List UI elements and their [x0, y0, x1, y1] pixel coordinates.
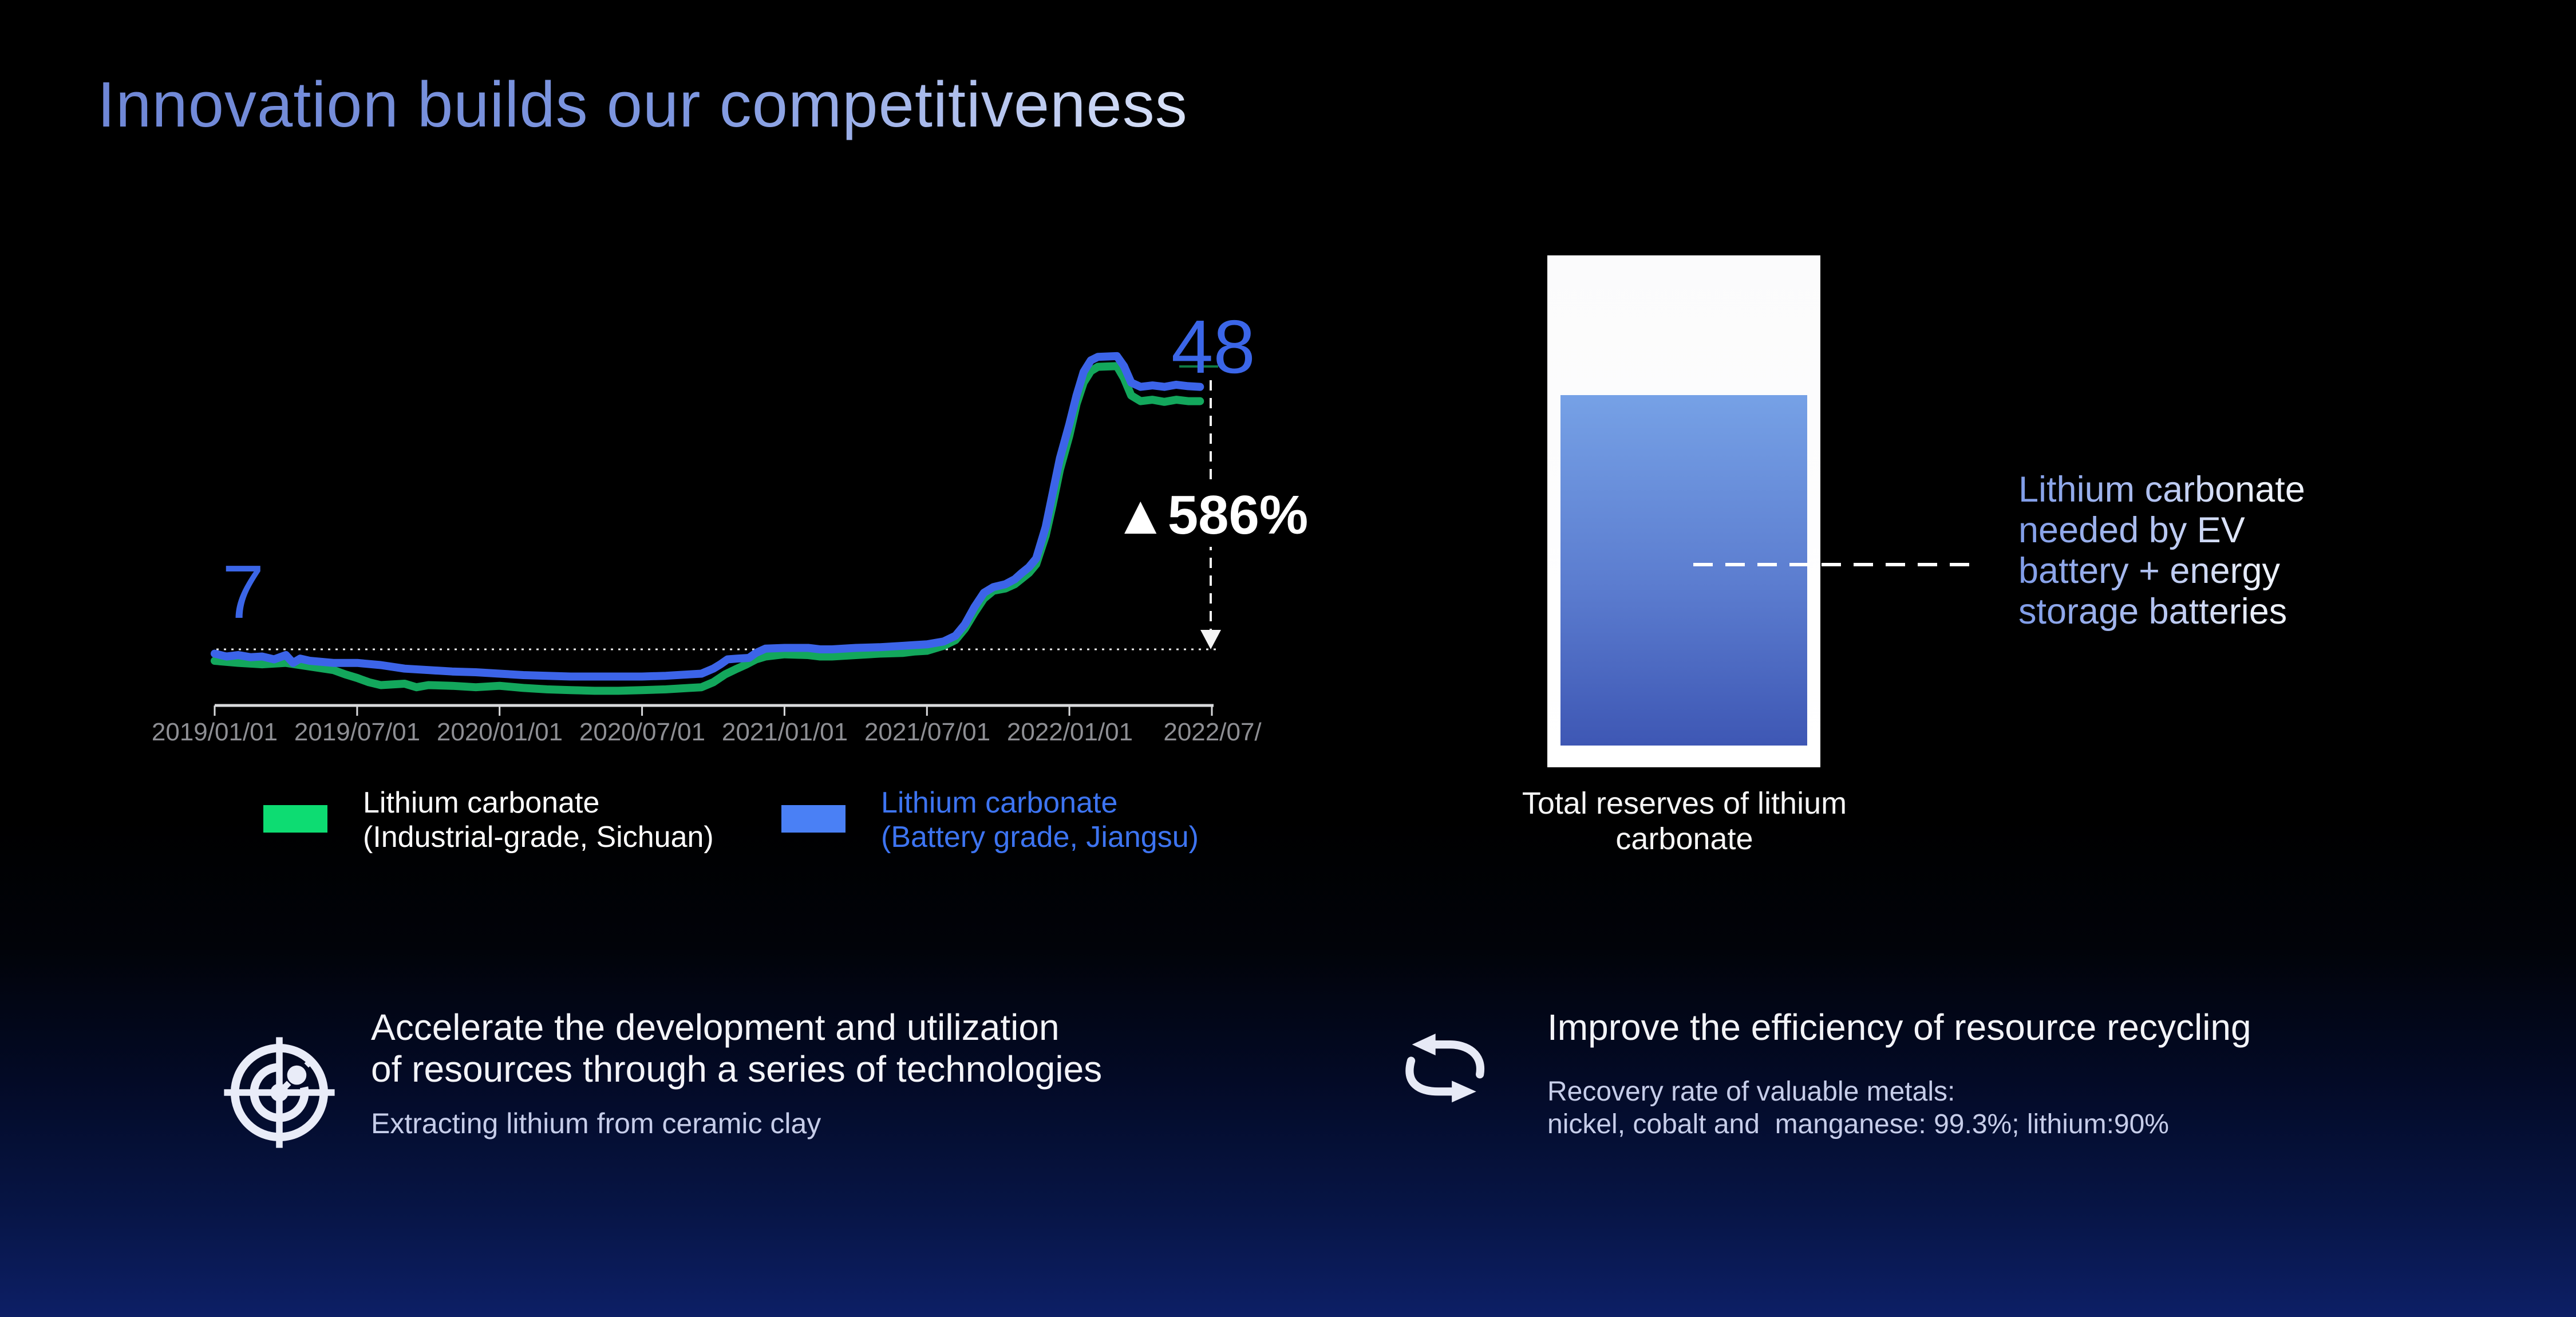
x-tick-label: 2021/07/01 [864, 718, 991, 746]
reserves-note: Lithium carbonate needed by EV battery +… [2018, 470, 2305, 632]
x-axis-ticks [214, 705, 1213, 716]
x-tick-label: 2020/01/01 [436, 718, 563, 746]
reserves-container-box [1547, 255, 1820, 767]
page-title: Innovation builds our competitiveness [97, 69, 1188, 140]
highlight-subtitle: Extracting lithium from ceramic clay [371, 1107, 821, 1139]
x-tick-label: 2020/07/01 [579, 718, 706, 746]
legend-item-battery-grade: Lithium carbonate (Battery grade, Jiangs… [781, 786, 1199, 854]
legend-swatch-green [263, 805, 327, 833]
legend-item-industrial-grade: Lithium carbonate (Industrial-grade, Sic… [263, 786, 714, 854]
reserves-dashed-leader-line [1693, 563, 1970, 566]
highlight-subtitle: Recovery rate of valuable metals: nickel… [1547, 1077, 2169, 1139]
x-tick-label: 2022/01/01 [1006, 718, 1133, 746]
x-tick-label: 2019/07/01 [294, 718, 421, 746]
x-tick-label: 2021/01/01 [721, 718, 848, 746]
change-percent-label: ▲586% [1104, 484, 1318, 547]
legend-label: Lithium carbonate (Industrial-grade, Sic… [363, 786, 714, 854]
series-line [211, 362, 1204, 695]
series-lines [211, 352, 1204, 695]
reserves-needed-fill [1560, 395, 1807, 746]
start-value-label: 7 [222, 550, 264, 634]
series-line [211, 352, 1204, 681]
legend-label: Lithium carbonate (Battery grade, Jiangs… [881, 786, 1199, 854]
reserves-caption: Total reserves of lithium carbonate [1522, 786, 1847, 856]
highlight-development: Accelerate the development and utilizati… [371, 1007, 1102, 1140]
highlight-title: Improve the efficiency of resource recyc… [1547, 1007, 2251, 1048]
highlight-recycling: Improve the efficiency of resource recyc… [1547, 1007, 2251, 1141]
peak-value-label: 48 [1171, 305, 1255, 389]
x-tick-label: 2022/07/ [1163, 718, 1262, 746]
change-arrow-head [1200, 630, 1221, 649]
radar-icon [224, 1037, 335, 1148]
x-tick-label: 2019/01/01 [151, 718, 278, 746]
recycle-icon [1405, 1034, 1485, 1103]
legend-swatch-blue [781, 805, 846, 833]
highlight-title: Accelerate the development and utilizati… [371, 1007, 1103, 1090]
